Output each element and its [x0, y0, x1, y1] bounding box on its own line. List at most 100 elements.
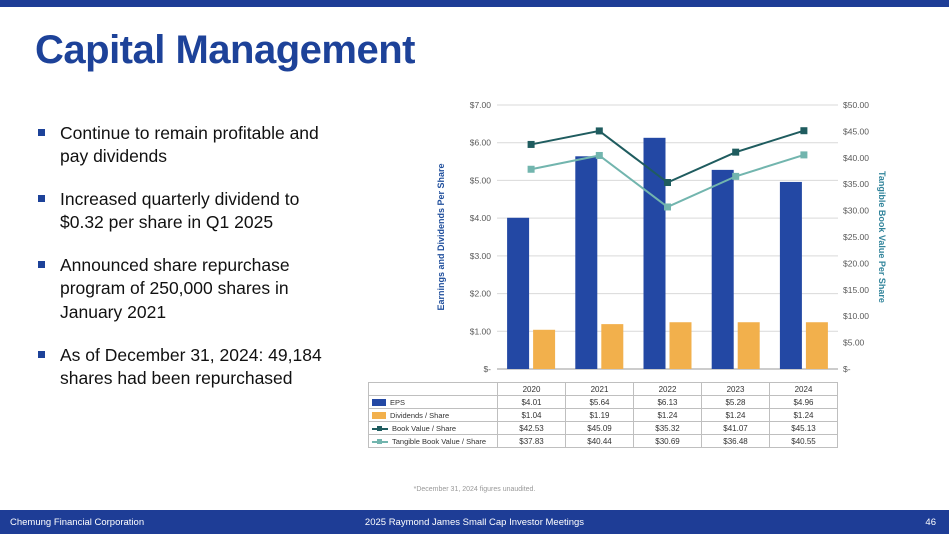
- series-label-cell: Book Value / Share: [368, 421, 498, 435]
- dividends-bar: [601, 324, 624, 369]
- footnote: *December 31, 2024 figures unaudited.: [413, 486, 536, 493]
- table-row: Dividends / Share $1.04 $1.19 $1.24 $1.24 $1.…: [368, 408, 838, 422]
- eps-bar: [507, 217, 530, 369]
- right-axis-title: Tangible Book Value Per Share: [877, 171, 887, 303]
- right-axis-tick-label: $35.00: [843, 179, 869, 189]
- dividends-bar: [737, 322, 760, 369]
- year-label: 2022: [633, 382, 702, 396]
- left-axis-tick-label: $1.00: [470, 326, 492, 336]
- line-marker: [800, 151, 808, 159]
- capital-chart: $- $1.00 $2.00 $3.00 $4.00 $5.00 $6.00 $7.00 $- $…: [368, 93, 888, 448]
- footer-company-name: Chemung Financial Corporation: [10, 517, 145, 528]
- table-value-cell: $30.69: [633, 434, 702, 448]
- bullet-square-icon: [38, 261, 45, 269]
- line-marker: [664, 203, 671, 211]
- series-label-cell: Tangible Book Value / Share: [368, 434, 498, 448]
- left-axis-tick-label: $2.00: [470, 289, 492, 299]
- left-axis-tick-label: $5.00: [470, 175, 492, 185]
- table-value-cell: $35.32: [633, 421, 702, 435]
- table-value-cell: $41.07: [701, 421, 770, 435]
- line-marker: [595, 151, 603, 159]
- table-value-cell: $5.64: [565, 395, 634, 409]
- bullet-square-icon: [38, 129, 45, 136]
- right-axis-tick-label: $20.00: [843, 258, 869, 268]
- right-axis-tick-label: $15.00: [843, 285, 869, 295]
- table-value-cell: $6.13: [633, 395, 702, 409]
- line-marker: [595, 127, 603, 135]
- line-marker: [527, 140, 535, 148]
- table-value-cell: $4.01: [497, 395, 566, 409]
- table-row: Tangible Book Value / Share $37.83 $40.44 $…: [368, 434, 838, 448]
- left-axis-tick-label: $4.00: [470, 213, 492, 223]
- bullet-item: Increased quarterly dividend to $0.32 pe…: [36, 188, 336, 234]
- right-axis-tick-label: $-: [843, 364, 851, 374]
- series-label-cell: EPS: [368, 395, 498, 409]
- right-axis-tick-label: $25.00: [843, 232, 869, 242]
- right-axis-tick-label: $45.00: [843, 126, 869, 136]
- year-label: 2020: [497, 382, 566, 396]
- bullet-square-icon: [38, 195, 45, 203]
- line-marker: [527, 165, 535, 173]
- table-corner-cell: [368, 382, 498, 396]
- eps-bar: [575, 156, 598, 369]
- table-value-cell: $37.83: [497, 434, 566, 448]
- line-marker: [732, 148, 740, 156]
- footer-event-title: 2025 Raymond James Small Cap Investor Me…: [364, 517, 585, 528]
- line-marker: [664, 179, 671, 187]
- page-title: Capital Management: [35, 28, 415, 72]
- bullet-item: Announced share repurchase program of 25…: [36, 254, 336, 323]
- table-value-cell: $1.24: [633, 408, 702, 422]
- footer-page-number: 46: [925, 517, 936, 528]
- line-legend-swatch-icon: [372, 438, 388, 445]
- footer-bar: Chemung Financial Corporation 2025 Raymo…: [0, 510, 949, 534]
- line-legend-swatch-icon: [372, 425, 388, 432]
- chart-data-table: 2020 2021 2022 2023 2024 EPS $4.01 $5.64 $6.13 $5…: [368, 382, 838, 448]
- right-axis-tick-label: $40.00: [843, 153, 869, 163]
- year-label: 2021: [565, 382, 634, 396]
- chart-plot-area: $- $1.00 $2.00 $3.00 $4.00 $5.00 $6.00 $7.00 $- $…: [436, 100, 887, 374]
- series-label: Book Value / Share: [392, 423, 457, 433]
- bullet-text: Increased quarterly dividend to $0.32 pe…: [60, 189, 300, 233]
- bullet-list: Continue to remain profitable and pay di…: [36, 122, 336, 410]
- right-axis-tick-label: $50.00: [843, 100, 869, 110]
- table-value-cell: $1.24: [701, 408, 770, 422]
- line-marker: [732, 172, 740, 180]
- table-value-cell: $42.53: [497, 421, 566, 435]
- bar-legend-swatch-icon: [372, 412, 386, 420]
- table-row: Book Value / Share $42.53 $45.09 $35.32 $41.…: [368, 421, 838, 435]
- left-axis-tick-label: $7.00: [470, 100, 492, 110]
- table-row: EPS $4.01 $5.64 $6.13 $5.28 $4.96: [368, 395, 838, 409]
- year-label: 2023: [701, 382, 770, 396]
- table-value-cell: $40.55: [769, 434, 838, 448]
- left-axis-title: Earnings and Dividends Per Share: [436, 163, 446, 310]
- bar-legend-swatch-icon: [372, 399, 386, 407]
- series-label: EPS: [390, 397, 406, 407]
- table-value-cell: $1.19: [565, 408, 634, 422]
- dividends-bar: [533, 329, 556, 369]
- table-value-cell: $1.04: [497, 408, 566, 422]
- dividends-bar: [805, 322, 828, 369]
- bullet-item: Continue to remain profitable and pay di…: [36, 122, 336, 168]
- left-axis-tick-label: $6.00: [470, 138, 492, 148]
- table-value-cell: $45.13: [769, 421, 838, 435]
- right-axis-tick-label: $30.00: [843, 206, 869, 216]
- left-axis-tick-label: $3.00: [470, 251, 492, 261]
- table-value-cell: $40.44: [565, 434, 634, 448]
- bullet-text: Announced share repurchase program of 25…: [60, 255, 290, 322]
- table-value-cell: $4.96: [769, 395, 838, 409]
- table-value-cell: $1.24: [769, 408, 838, 422]
- series-label: Tangible Book Value / Share: [392, 436, 487, 446]
- book-value-line: [530, 129, 805, 184]
- series-label: Dividends / Share: [390, 410, 450, 420]
- eps-bar: [711, 169, 734, 369]
- bullet-text: Continue to remain profitable and pay di…: [60, 123, 319, 167]
- table-value-cell: $36.48: [701, 434, 770, 448]
- series-label-cell: Dividends / Share: [368, 408, 498, 422]
- line-marker: [800, 127, 808, 135]
- bullet-square-icon: [38, 350, 45, 358]
- eps-bar: [779, 181, 802, 369]
- top-accent-bar: [0, 0, 949, 7]
- bullet-text: As of December 31, 2024: 49,184 shares h…: [60, 344, 322, 388]
- table-value-cell: $45.09: [565, 421, 634, 435]
- eps-bar: [643, 137, 666, 369]
